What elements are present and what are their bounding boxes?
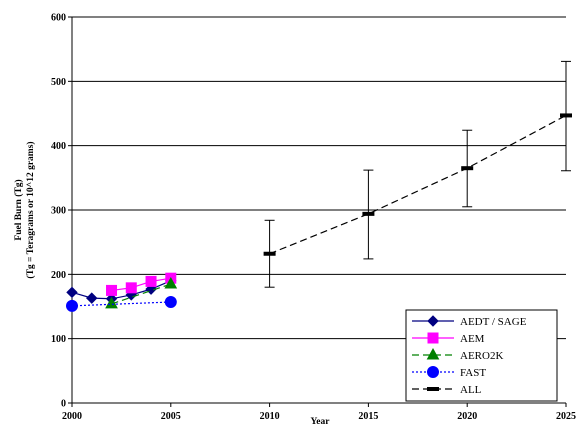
legend-item: ALL [412, 384, 482, 396]
legend-label: AEM [460, 333, 485, 345]
y-tick-label-400: 400 [51, 141, 66, 152]
legend-marker [427, 332, 439, 344]
series-fast [66, 295, 177, 312]
x-tick-label-2025: 2025 [556, 411, 576, 422]
legend-item: AERO2K [412, 347, 503, 362]
series-aero2k [105, 276, 178, 309]
data-point [145, 275, 157, 287]
y-tick-label-300: 300 [51, 206, 66, 217]
x-axis-title: Year [311, 417, 331, 426]
y-tick-label-0: 0 [61, 399, 66, 410]
data-point [66, 299, 78, 312]
legend-marker [426, 347, 440, 360]
x-tick-label-2000: 2000 [62, 411, 82, 422]
x-tick-label-2010: 2010 [260, 411, 280, 422]
legend-marker [427, 366, 439, 378]
data-point [164, 295, 177, 308]
legend-label: AERO2K [460, 350, 503, 362]
legend-label: FAST [460, 367, 486, 379]
data-point [86, 292, 98, 304]
data-point [560, 113, 572, 118]
series-line [269, 114, 567, 255]
y-axis-subtitle: (Tg = Teragrams or 10^12 grams) [25, 141, 36, 278]
data-point [105, 296, 118, 309]
legend-item: AEDT / SAGE [412, 315, 527, 328]
legend: AEDT / SAGE AEM AERO2K FAST ALL [405, 309, 558, 402]
series-line [111, 277, 171, 292]
data-point [263, 251, 276, 256]
series-line [111, 283, 171, 305]
data-point [461, 166, 474, 171]
data-point [164, 276, 178, 289]
y-tick-label-200: 200 [51, 270, 66, 281]
data-point [125, 282, 137, 294]
legend-marker [427, 387, 439, 391]
series-line [71, 301, 171, 307]
legend-item: FAST [412, 366, 486, 379]
x-tick-label-2020: 2020 [457, 411, 477, 422]
y-axis-title: Fuel Burn (Tg) [13, 179, 24, 240]
y-tick-label-600: 600 [51, 13, 66, 24]
legend-label: AEDT / SAGE [460, 316, 527, 328]
legend-label: ALL [460, 384, 482, 396]
y-tick-label-100: 100 [51, 334, 66, 345]
data-point [106, 284, 118, 296]
series-layer [66, 60, 572, 312]
data-point [362, 211, 375, 216]
x-tick-label-2005: 2005 [161, 411, 181, 422]
legend-marker [427, 315, 439, 327]
series-all [263, 60, 572, 288]
x-tick-label-2015: 2015 [358, 411, 378, 422]
data-point [66, 286, 78, 299]
legend-item: AEM [412, 332, 485, 345]
y-tick-label-500: 500 [51, 77, 66, 88]
axes: 0 100 200 300 400 500 600 2000 2005 2010 2015 2020 2… [51, 13, 576, 423]
